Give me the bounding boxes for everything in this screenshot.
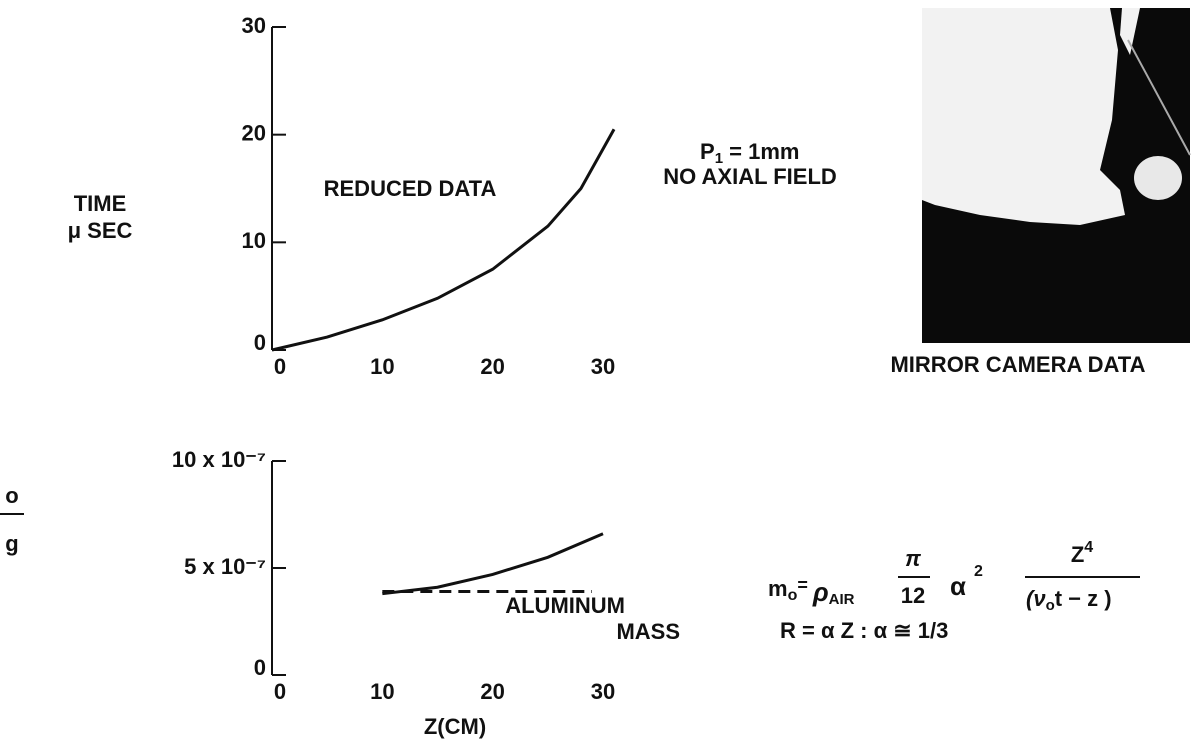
y-label: μ SEC bbox=[68, 218, 133, 243]
x-tick-label: 30 bbox=[591, 679, 615, 704]
p-sub: 1 bbox=[715, 150, 723, 167]
eq-lhs: mo= ρAIR bbox=[768, 575, 855, 608]
den-rest: t − z ) bbox=[1055, 586, 1112, 611]
y-label: o bbox=[5, 483, 18, 508]
y-tick-label: 30 bbox=[242, 13, 266, 38]
a-sup: 2 bbox=[974, 563, 983, 580]
x-tick-label: 30 bbox=[591, 354, 615, 379]
photo-streak bbox=[1127, 39, 1191, 156]
x-tick-label: 10 bbox=[370, 354, 394, 379]
annotation: MASS bbox=[616, 619, 680, 644]
m-sub: o bbox=[788, 587, 798, 604]
x-label: Z(CM) bbox=[424, 714, 486, 739]
m: m bbox=[768, 576, 788, 601]
photo-highlight bbox=[922, 8, 1125, 225]
z: Z bbox=[1071, 542, 1084, 567]
eq-12: 12 bbox=[901, 583, 925, 608]
series-line bbox=[271, 128, 616, 352]
eq-den: (νot − z ) bbox=[1026, 586, 1112, 614]
eq-line2: R = α Z : α ≅ 1/3 bbox=[780, 618, 948, 643]
eq: = bbox=[797, 575, 813, 595]
y-tick-label: 0 bbox=[254, 330, 266, 355]
x-tick-label: 0 bbox=[274, 354, 286, 379]
x-tick-label: 20 bbox=[480, 679, 504, 704]
y-tick-label: 5 x 10⁻⁷ bbox=[184, 554, 266, 579]
eq-z: Z4 bbox=[1071, 539, 1093, 567]
y-label: TIME bbox=[74, 191, 127, 216]
x-tick-label: 10 bbox=[370, 679, 394, 704]
photo-caption: MIRROR CAMERA DATA bbox=[890, 352, 1145, 377]
photo bbox=[922, 8, 1191, 343]
y-tick-label: 10 x 10⁻⁷ bbox=[172, 447, 266, 472]
rho: ρ bbox=[812, 577, 829, 607]
annotation: ALUMINUM bbox=[505, 593, 625, 618]
rho-sub: AIR bbox=[829, 591, 855, 608]
series-line bbox=[382, 532, 604, 596]
photo-blob bbox=[1134, 156, 1182, 200]
a: α bbox=[950, 571, 966, 601]
y-tick-label: 10 bbox=[242, 228, 266, 253]
field: NO AXIAL FIELD bbox=[663, 164, 837, 189]
photo-highlight bbox=[1120, 8, 1140, 55]
annotation: REDUCED DATA bbox=[324, 176, 497, 201]
den: (ν bbox=[1026, 586, 1046, 611]
eq-pi: π bbox=[905, 546, 921, 571]
y-label: g bbox=[5, 531, 18, 556]
z-sup: 4 bbox=[1084, 539, 1093, 556]
x-tick-label: 0 bbox=[274, 679, 286, 704]
y-tick-label: 0 bbox=[254, 655, 266, 680]
p-rest: = 1mm bbox=[723, 139, 799, 164]
y-tick-label: 20 bbox=[242, 120, 266, 145]
p: P bbox=[700, 139, 715, 164]
condition: P1 = 1mm bbox=[700, 139, 799, 167]
den-sub: o bbox=[1046, 597, 1055, 614]
x-tick-label: 20 bbox=[480, 354, 504, 379]
